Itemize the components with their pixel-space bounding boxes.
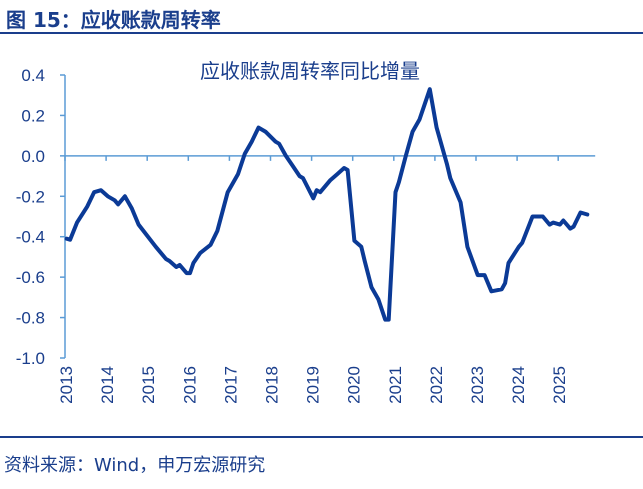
figure-title: 图 15：应收账款周转率 <box>6 8 221 32</box>
x-tick-label: 2015 <box>139 366 158 404</box>
title-divider <box>0 32 643 34</box>
source-divider <box>0 436 643 438</box>
x-tick-label: 2014 <box>98 366 117 404</box>
y-tick-label: -0.8 <box>16 309 45 328</box>
y-tick-label: -0.2 <box>16 187 45 206</box>
series-line <box>64 87 590 322</box>
x-tick-label: 2022 <box>427 366 446 404</box>
y-tick-label: 0.4 <box>21 66 45 85</box>
x-tick-label: 2017 <box>221 366 240 404</box>
x-tick-label: 2024 <box>509 366 528 404</box>
x-tick-label: 2013 <box>57 366 76 404</box>
y-tick-label: 0.2 <box>21 106 45 125</box>
x-tick-label: 2025 <box>550 366 569 404</box>
y-tick-label: -1.0 <box>16 349 45 368</box>
x-tick-label: 2020 <box>345 366 364 404</box>
y-tick-label: 0.0 <box>21 147 45 166</box>
x-tick-label: 2023 <box>468 366 487 404</box>
x-tick-label: 2016 <box>180 366 199 404</box>
y-tick-label: -0.6 <box>16 268 45 287</box>
x-tick-label: 2021 <box>386 366 405 404</box>
chart-title: 应收账款周转率同比增量 <box>200 59 420 83</box>
x-tick-label: 2018 <box>263 366 282 404</box>
x-tick-label: 2019 <box>304 366 323 404</box>
source-note: 资料来源：Wind，申万宏源研究 <box>4 455 266 476</box>
y-tick-label: -0.4 <box>16 228 45 247</box>
